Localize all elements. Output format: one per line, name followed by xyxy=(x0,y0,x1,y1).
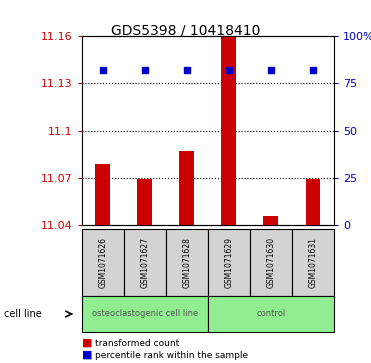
Text: cell line: cell line xyxy=(4,309,42,319)
Bar xyxy=(221,36,236,225)
Text: GSM1071627: GSM1071627 xyxy=(140,237,149,288)
Bar xyxy=(306,179,320,225)
Text: ■: ■ xyxy=(82,350,92,360)
Bar xyxy=(95,164,110,225)
Bar xyxy=(137,179,152,225)
Text: control: control xyxy=(256,310,285,318)
Text: percentile rank within the sample: percentile rank within the sample xyxy=(95,351,248,359)
Text: GSM1071628: GSM1071628 xyxy=(182,237,191,288)
Bar xyxy=(180,151,194,225)
Text: osteoclastogenic cell line: osteoclastogenic cell line xyxy=(92,310,198,318)
Text: GSM1071629: GSM1071629 xyxy=(224,237,233,288)
Bar xyxy=(263,216,278,225)
Text: transformed count: transformed count xyxy=(95,339,179,347)
Text: GSM1071631: GSM1071631 xyxy=(308,237,317,288)
Text: GSM1071630: GSM1071630 xyxy=(266,237,275,288)
Text: ■: ■ xyxy=(82,338,92,348)
Text: GDS5398 / 10418410: GDS5398 / 10418410 xyxy=(111,24,260,38)
Text: GSM1071626: GSM1071626 xyxy=(98,237,107,288)
